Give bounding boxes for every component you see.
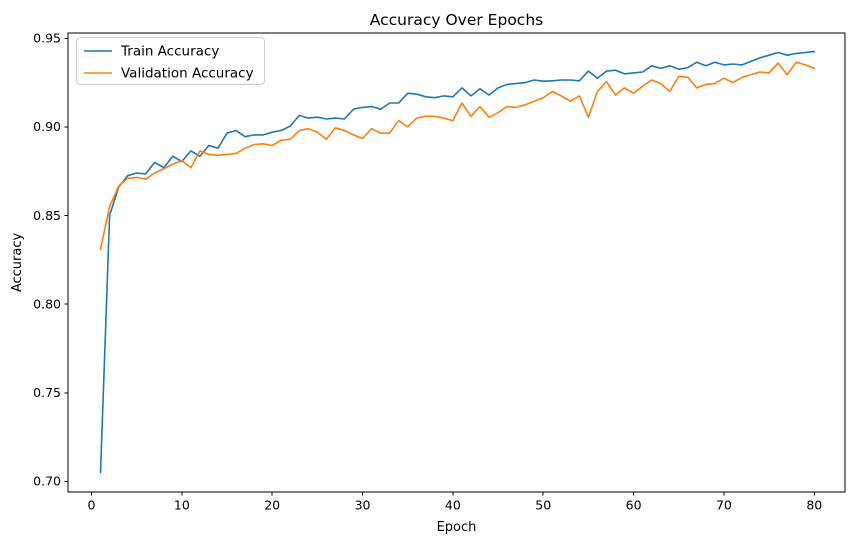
legend-box: [76, 37, 265, 85]
y-tick-label: 0.85: [33, 208, 61, 223]
y-tick-label: 0.75: [33, 385, 61, 400]
train-accuracy-line: [99, 50, 816, 474]
x-axis: 0 10 20 30 40 50 60 70 80: [88, 492, 822, 513]
y-tick-label: 0.80: [33, 296, 61, 311]
x-tick-label: 50: [535, 498, 551, 513]
x-tick-label: 40: [445, 498, 461, 513]
validation-accuracy-line: [99, 61, 816, 250]
y-tick-label: 0.70: [33, 474, 61, 489]
plot-area: [68, 33, 845, 492]
x-tick-label: 60: [626, 498, 642, 513]
y-tick-label: 0.95: [33, 31, 61, 46]
x-tick-label: 70: [716, 498, 732, 513]
validation-accuracy-legend-label: Validation Accuracy: [121, 66, 254, 82]
y-axis: 0.70 0.75 0.80 0.85 0.90 0.95: [33, 31, 68, 489]
legend-entry-validation: Validation Accuracy: [84, 66, 254, 82]
legend-entry-train: Train Accuracy: [84, 44, 219, 60]
chart-title: Accuracy Over Epochs: [370, 11, 543, 29]
y-tick-label: 0.90: [33, 119, 61, 134]
x-tick-label: 80: [806, 498, 822, 513]
y-axis-label: Accuracy: [10, 233, 25, 293]
legend: Train Accuracy Validation Accuracy: [76, 37, 265, 85]
axes-spines: [67, 32, 846, 493]
series-lines: [99, 50, 816, 474]
x-axis-label: Epoch: [437, 520, 477, 535]
x-tick-label: 20: [264, 498, 280, 513]
x-tick-label: 30: [355, 498, 371, 513]
x-tick-label: 0: [88, 498, 96, 513]
train-accuracy-legend-label: Train Accuracy: [120, 44, 219, 60]
x-tick-label: 10: [174, 498, 190, 513]
